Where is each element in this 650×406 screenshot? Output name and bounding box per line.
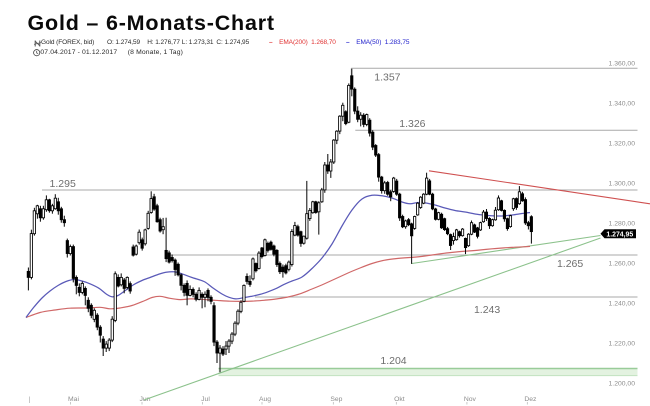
svg-text:1.295: 1.295 [50, 178, 76, 190]
svg-text:1.243: 1.243 [474, 304, 500, 316]
svg-text:1.240,00: 1.240,00 [609, 300, 636, 307]
svg-text:1.280,00: 1.280,00 [609, 220, 636, 227]
svg-text:Sep: Sep [330, 396, 342, 403]
svg-text:Mai: Mai [68, 396, 79, 403]
svg-text:1.320,00: 1.320,00 [609, 140, 636, 147]
svg-text:1.360,00: 1.360,00 [609, 60, 636, 67]
svg-text:1.265: 1.265 [557, 258, 583, 270]
svg-text:Dez: Dez [524, 396, 537, 403]
svg-text:Aug: Aug [259, 396, 271, 403]
svg-text:1.204: 1.204 [380, 355, 406, 367]
svg-text:1.300,00: 1.300,00 [609, 180, 636, 187]
svg-text:1.200,00: 1.200,00 [609, 381, 636, 388]
svg-text:1.326: 1.326 [399, 118, 425, 130]
svg-text:1.357: 1.357 [374, 72, 400, 84]
svg-text:1.260,00: 1.260,00 [609, 260, 636, 267]
svg-text:Okt: Okt [394, 396, 405, 403]
svg-text:1.220,00: 1.220,00 [609, 340, 636, 347]
svg-text:1.340,00: 1.340,00 [609, 100, 636, 107]
svg-text:Nov: Nov [464, 396, 477, 403]
svg-text:Jul: Jul [201, 396, 210, 403]
svg-text:1.274,95: 1.274,95 [606, 231, 633, 238]
